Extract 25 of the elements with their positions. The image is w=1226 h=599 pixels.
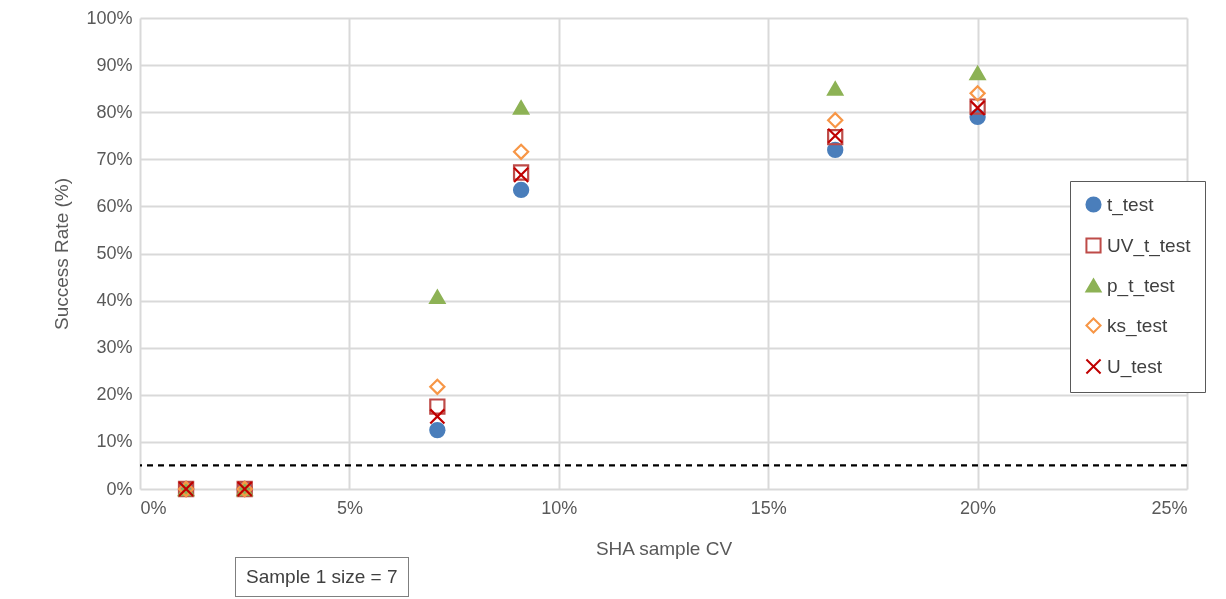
x-tick-label: 0%	[140, 497, 167, 518]
x-tick-label: 20%	[960, 497, 997, 518]
legend-label: U_test	[1107, 355, 1163, 378]
text: Sample 1 size = 7	[235, 557, 409, 597]
y-tick-label: 80%	[96, 101, 133, 122]
legend-label: UV_t_test	[1107, 234, 1192, 257]
x-tick-label: 15%	[750, 497, 787, 518]
y-tick-label: 20%	[96, 384, 133, 405]
x-tick-label: 25%	[1151, 497, 1188, 518]
y-tick-label: 40%	[96, 290, 133, 311]
legend-label: p_t_test	[1107, 274, 1176, 297]
x-tick-label: 10%	[541, 497, 578, 518]
y-axis-title: Success Rate (%)	[51, 177, 73, 331]
y-tick-label: 90%	[96, 54, 133, 75]
legend-label: t_test	[1107, 193, 1155, 216]
y-tick-label: 0%	[106, 478, 133, 499]
y-tick-label: 50%	[96, 243, 133, 263]
x-tick-label: 5%	[336, 497, 363, 518]
y-tick-label: 100%	[86, 7, 133, 28]
x-axis-title: SHA sample CV	[595, 537, 733, 559]
y-tick-label: 60%	[96, 195, 133, 216]
legend-label: ks_test	[1107, 314, 1168, 337]
y-tick-label: 30%	[96, 337, 133, 358]
y-tick-label: 70%	[96, 148, 133, 169]
y-tick-label: 10%	[96, 431, 133, 452]
